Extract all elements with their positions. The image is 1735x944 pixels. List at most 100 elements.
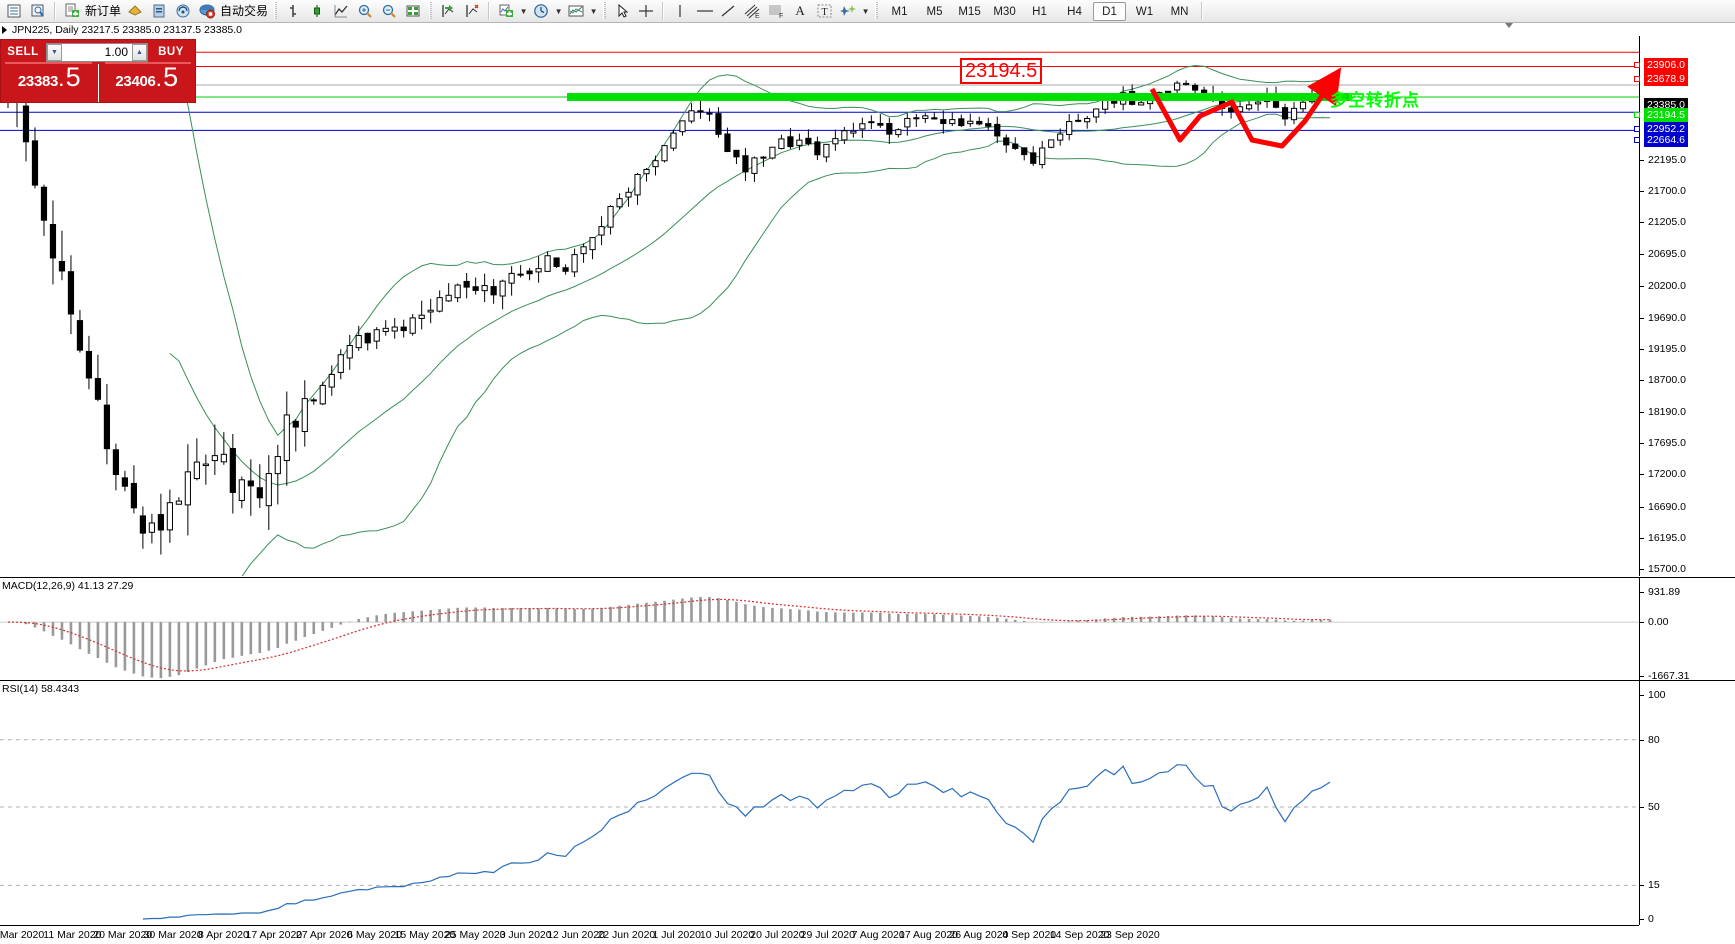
timeframe-m1[interactable]: M1 [891,5,908,18]
price-tag[interactable]: 22664.6 [1644,133,1688,147]
price-axis-label: 17695.0 [1648,437,1686,450]
volume-decrease-icon[interactable]: ▼ [47,43,62,61]
candlestick [976,116,983,126]
candlestick-chart-icon[interactable] [306,1,328,22]
price-pane[interactable]: 22195.0 21700.0 21205.0 20695.0 20200.0 19690… [0,36,1735,576]
timeframe-m15[interactable]: M15 [958,5,981,18]
candlestick [733,149,740,165]
bar-chart-icon[interactable] [282,1,304,22]
rsi-axis-label: 0 [1648,913,1654,925]
text-icon[interactable]: A [789,1,811,22]
volume-increase-icon[interactable]: ▲ [132,43,147,61]
candlestick [751,156,758,182]
price-axis-tick [1640,254,1644,256]
price-axis-label: 21700.0 [1648,185,1686,198]
periods-chevron-down-icon[interactable]: ▼ [554,6,563,16]
rsi-axis-label: 80 [1648,733,1660,746]
one-click-trading-panel[interactable]: SELL ▼ 1.00 ▲ BUY 23383 . 5 23406 . 5 [0,39,196,103]
date-axis-label: 25 May 2020 [444,929,506,941]
autotrading-icon[interactable] [196,1,218,22]
candlestick [679,120,686,136]
rsi-pane[interactable]: RSI(14) 58.4343 100 80 50 15 0 [0,680,1735,925]
sell-button[interactable]: SELL [7,46,39,58]
candlestick [850,122,857,138]
zoom-out-icon[interactable] [378,1,400,22]
price-tag[interactable]: 23678.9 [1644,72,1688,86]
timeframe-d1[interactable]: D1 [1093,1,1127,21]
text-label-icon[interactable]: T [813,1,835,22]
templates-chevron-down-icon[interactable]: ▼ [589,6,598,16]
timeframe-w1[interactable]: W1 [1135,5,1154,18]
strategy-tester-icon[interactable] [148,1,170,22]
timeframe-mn[interactable]: MN [1170,5,1189,18]
cursor-icon[interactable] [611,1,633,22]
chart-expand-icon[interactable] [2,26,7,34]
expert-advisor-icon[interactable] [124,1,146,22]
date-axis-label: 6 May 2020 [347,929,402,941]
autotrading-label[interactable]: 自动交易 [220,3,269,18]
candlestick [1012,137,1019,150]
data-window-icon[interactable] [27,1,49,22]
equidistant-channel-icon[interactable]: E [741,1,763,22]
zoom-in-icon[interactable] [354,1,376,22]
line-handle[interactable] [1634,112,1640,118]
chart-shift-icon[interactable] [461,1,483,22]
price-axis-tick [1640,474,1644,476]
vertical-line-icon[interactable] [669,1,691,22]
line-handle[interactable] [1634,126,1640,132]
candlestick [67,255,75,335]
line-handle[interactable] [1634,62,1640,68]
candlestick [427,298,434,324]
sell-price[interactable]: 23383 . 5 [1,62,99,102]
templates-icon[interactable] [565,1,587,22]
line-handle[interactable] [1634,76,1640,82]
price-axis[interactable]: 22195.0 21700.0 21205.0 20695.0 20200.0 19690… [1634,36,1735,576]
market-watch-icon[interactable] [3,1,25,22]
price-tag[interactable]: 22952.2 [1644,122,1688,136]
candlestick [310,397,317,405]
timeframe-m5[interactable]: M5 [926,5,943,18]
line-handle[interactable] [1634,137,1640,143]
volume-stepper[interactable]: ▼ 1.00 ▲ [46,42,148,62]
volume-value[interactable]: 1.00 [104,45,128,59]
shapes-icon[interactable] [837,1,859,22]
timeframe-m30[interactable]: M30 [993,5,1016,18]
new-order-icon[interactable] [61,1,83,22]
candlestick [1066,113,1073,141]
crosshair-icon[interactable] [635,1,657,22]
candlestick [94,354,102,402]
trendline-icon[interactable] [717,1,739,22]
indicators-chevron-down-icon[interactable]: ▼ [519,6,528,16]
chart-dropdown-icon[interactable] [1505,23,1513,28]
candlestick [364,332,371,351]
auto-scroll-icon[interactable] [437,1,459,22]
candlestick [76,309,84,353]
candlestick [913,114,920,127]
macd-pane[interactable]: MACD(12,26,9) 41.13 27.29 931.89 0.00 -166… [0,577,1735,682]
price-tag[interactable]: 23194.5 [1644,108,1688,122]
candlestick [661,145,668,163]
indicators-icon[interactable] [495,1,517,22]
price-tag[interactable]: 23906.0 [1644,58,1688,72]
svg-text:F: F [779,13,783,19]
timeframe-h1[interactable]: H1 [1032,5,1047,18]
chart-grid-icon[interactable] [402,1,424,22]
fibonacci-icon[interactable]: F [765,1,787,22]
candlestick [940,110,947,134]
timeframe-h4[interactable]: H4 [1067,5,1082,18]
shapes-chevron-down-icon[interactable]: ▼ [861,6,870,16]
mql5-community-icon[interactable] [172,1,194,22]
line-chart-icon[interactable] [330,1,352,22]
buy-price-fraction: 5 [163,62,179,92]
buy-price[interactable]: 23406 . 5 [99,62,196,102]
price-axis-label: 19195.0 [1648,342,1686,355]
candlestick [400,319,407,338]
date-axis-label: 20 Mar 2020 [93,929,153,941]
candlestick [841,126,848,145]
candlestick [859,117,866,138]
buy-button[interactable]: BUY [158,46,184,58]
new-order-label[interactable]: 新订单 [85,3,122,18]
horizontal-line-icon[interactable] [693,1,715,22]
rsi-axis-tick [1640,885,1644,887]
periods-icon[interactable] [530,1,552,22]
